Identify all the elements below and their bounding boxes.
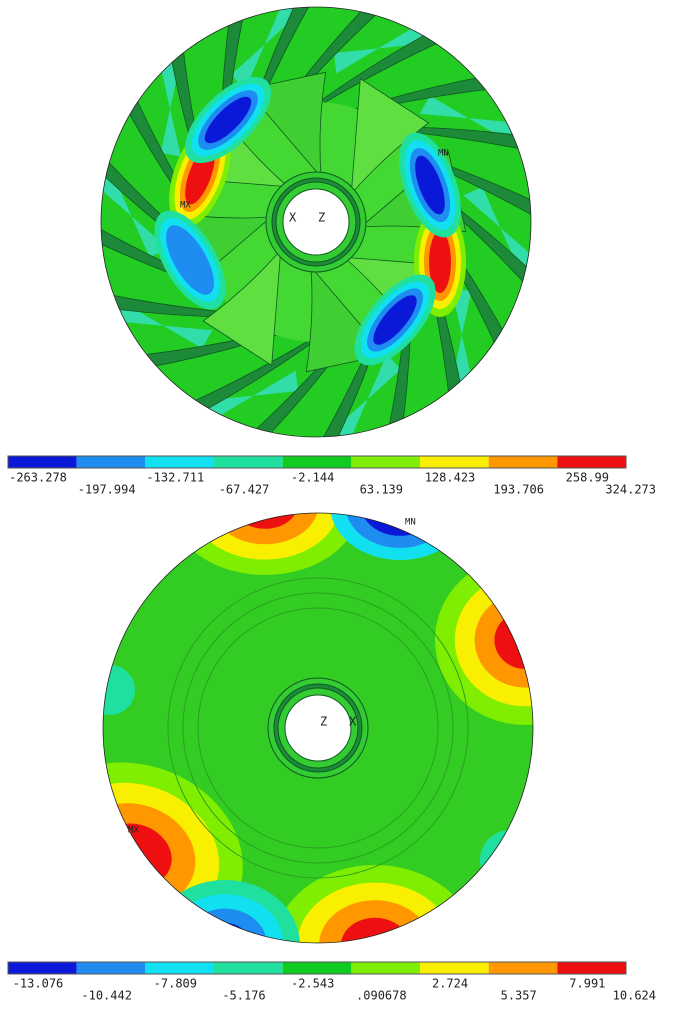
blade <box>202 248 282 367</box>
legend-label: -2.543 <box>291 977 334 991</box>
patch <box>103 525 160 605</box>
legend-label: 324.273 <box>605 483 656 497</box>
patch <box>231 7 318 90</box>
min-marker: MN <box>405 518 416 528</box>
legend-label: -5.176 <box>222 989 265 1003</box>
legend-label: 2.724 <box>432 977 468 991</box>
patch <box>540 680 580 720</box>
patch <box>314 354 401 437</box>
patch <box>419 95 531 155</box>
top-contour-plot <box>101 7 531 437</box>
legend-swatch <box>145 962 214 974</box>
legend-swatch <box>76 962 146 974</box>
legend-label: -7.809 <box>154 977 197 991</box>
annotations: MX MN X Z MN MX Z X <box>128 149 449 836</box>
legend-label: 5.357 <box>501 989 537 1003</box>
legend-swatch <box>488 962 558 974</box>
legend-swatch <box>351 456 420 468</box>
contour-band <box>429 231 451 293</box>
min-marker: MN <box>438 149 449 159</box>
legend-label: -13.076 <box>13 977 64 991</box>
contour-band <box>415 155 445 215</box>
hub-bore <box>282 188 350 256</box>
triad-label: X <box>289 211 297 225</box>
triad-label: Z <box>320 715 327 729</box>
patch <box>333 23 450 74</box>
contour-band <box>319 900 431 943</box>
legend-label: 7.991 <box>569 977 605 991</box>
legend-label: -10.442 <box>81 989 132 1003</box>
triad-label: Z <box>318 211 325 225</box>
legend-swatch <box>214 962 283 974</box>
legend-frame <box>7 961 627 975</box>
ring <box>197 607 439 849</box>
legend-label: -67.427 <box>219 483 270 497</box>
patch <box>545 595 575 625</box>
blade <box>350 77 430 196</box>
legend-swatch <box>76 456 146 468</box>
ring <box>167 577 469 879</box>
legend-swatch <box>351 962 420 974</box>
ring <box>182 592 454 864</box>
hub-bore <box>284 694 352 762</box>
legend-swatch <box>282 962 352 974</box>
outline <box>102 512 534 944</box>
legend-label: 193.706 <box>493 483 544 497</box>
legend-label: -197.994 <box>78 483 136 497</box>
legend-swatch <box>420 456 489 468</box>
legend-label: 258.99 <box>566 471 609 485</box>
legend-frame <box>7 455 627 469</box>
legend-swatch <box>420 962 489 974</box>
legend-swatch <box>282 456 352 468</box>
legend-label: -132.711 <box>146 471 204 485</box>
max-marker: MX <box>180 201 191 211</box>
legend-label: -263.278 <box>9 471 67 485</box>
patch <box>101 289 213 349</box>
patch <box>480 830 533 890</box>
bottom-contour-plot <box>103 513 580 943</box>
legend-label: 63.139 <box>360 483 403 497</box>
legend-swatch <box>557 456 626 468</box>
legend-label: 128.423 <box>425 471 476 485</box>
legend-swatch <box>214 456 283 468</box>
legend-label: 10.624 <box>613 989 656 1003</box>
legend-swatch <box>145 456 214 468</box>
legend-swatch <box>8 962 77 974</box>
max-marker: MX <box>128 826 139 836</box>
legend-label: .090678 <box>356 989 407 1003</box>
patch <box>182 370 299 421</box>
legend-swatch <box>488 456 558 468</box>
contour-band <box>373 295 417 345</box>
contour-band <box>204 96 252 144</box>
patch <box>103 665 135 715</box>
contour-band <box>166 225 214 295</box>
legend-swatch <box>8 456 77 468</box>
triad-label: X <box>349 715 357 729</box>
outline <box>100 6 532 438</box>
legend-swatch <box>557 962 626 974</box>
contour-band <box>474 592 533 688</box>
legend-label: -2.144 <box>291 471 334 485</box>
